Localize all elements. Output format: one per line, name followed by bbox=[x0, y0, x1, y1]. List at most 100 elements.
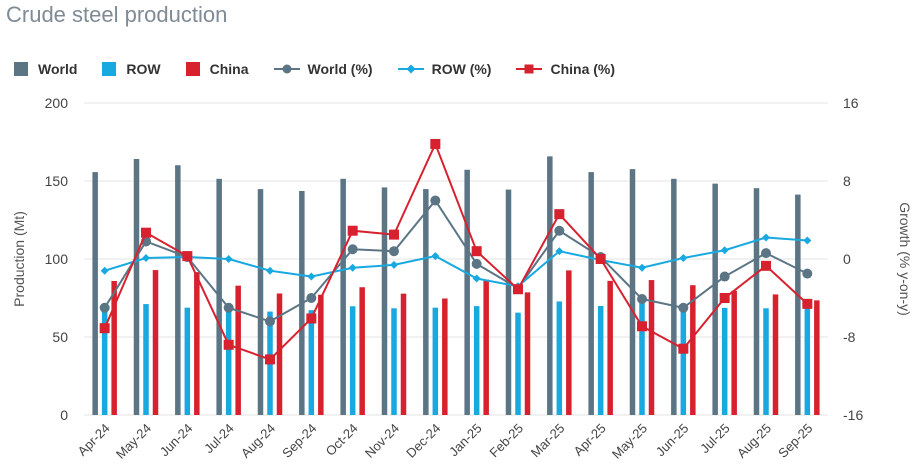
bar-world bbox=[753, 188, 760, 415]
point-china bbox=[637, 321, 647, 332]
x-tick-label: Nov-24 bbox=[362, 421, 402, 461]
x-tick-label: Aug-25 bbox=[734, 421, 774, 461]
point-china bbox=[554, 209, 565, 220]
chart-title: Crude steel production bbox=[6, 2, 228, 27]
x-tick-label: May-24 bbox=[113, 421, 154, 462]
y2-tick-label: -16 bbox=[843, 407, 863, 423]
point-world bbox=[99, 302, 110, 313]
y2-axis-title: Growth (% y-on-y) bbox=[897, 202, 913, 316]
bar-china bbox=[483, 279, 489, 415]
bar-world bbox=[671, 178, 677, 415]
point-china bbox=[265, 354, 275, 365]
chart-legend: World ROW China World (%) ROW (%) China … bbox=[14, 58, 640, 80]
point-china bbox=[99, 323, 110, 334]
bar-china bbox=[152, 270, 159, 415]
legend-swatch-row bbox=[102, 62, 117, 76]
y-axis-title: Production (Mt) bbox=[11, 211, 27, 307]
bar-row bbox=[391, 308, 397, 415]
legend-swatch-china-pct bbox=[516, 64, 543, 74]
point-world bbox=[223, 302, 234, 313]
x-tick-label: Feb-25 bbox=[486, 421, 526, 461]
legend-item-row[interactable]: ROW bbox=[102, 61, 161, 77]
point-world bbox=[554, 225, 565, 236]
legend-item-world-pct[interactable]: World (%) bbox=[273, 61, 373, 77]
bar-row bbox=[143, 304, 149, 415]
point-world bbox=[430, 195, 441, 206]
x-tick-label: Oct-24 bbox=[323, 421, 361, 459]
y-tick-label: 100 bbox=[45, 251, 69, 267]
bar-row bbox=[184, 307, 191, 415]
bar-china bbox=[318, 294, 324, 415]
bar-row bbox=[804, 306, 811, 415]
bar-china bbox=[524, 292, 531, 415]
point-row bbox=[555, 247, 564, 256]
legend-label-row: ROW bbox=[126, 61, 161, 77]
bar-china bbox=[276, 293, 283, 415]
point-row bbox=[307, 272, 316, 281]
bar-world bbox=[712, 183, 718, 415]
point-row bbox=[720, 246, 729, 255]
bar-china bbox=[566, 270, 572, 415]
point-china bbox=[595, 254, 606, 264]
bar-row bbox=[432, 307, 439, 415]
point-row bbox=[390, 260, 398, 269]
legend-item-world[interactable]: World bbox=[14, 61, 77, 77]
point-world bbox=[347, 244, 358, 255]
point-world bbox=[389, 246, 399, 257]
bar-china bbox=[648, 280, 655, 415]
bar-china bbox=[731, 290, 737, 415]
point-row bbox=[431, 252, 440, 261]
bar-china bbox=[400, 293, 407, 415]
line-china bbox=[103, 141, 809, 361]
x-tick-label: Jul-25 bbox=[697, 421, 733, 457]
point-china bbox=[306, 313, 317, 324]
legend-swatch-china bbox=[185, 62, 200, 76]
bar-world bbox=[257, 189, 264, 415]
point-row bbox=[803, 236, 812, 245]
point-row bbox=[142, 254, 150, 263]
legend-label-china-pct: China (%) bbox=[550, 61, 616, 77]
bar-china bbox=[111, 280, 117, 415]
point-row bbox=[679, 254, 688, 263]
point-china bbox=[471, 246, 482, 257]
bar-china bbox=[359, 287, 365, 415]
x-tick-label: Apr-24 bbox=[75, 421, 113, 459]
legend-swatch-row-pct bbox=[397, 64, 424, 74]
point-world bbox=[471, 258, 482, 269]
line-row bbox=[104, 236, 808, 288]
point-china bbox=[347, 225, 358, 236]
point-china bbox=[223, 339, 234, 350]
bar-china bbox=[772, 294, 779, 415]
point-world bbox=[802, 268, 813, 279]
point-china bbox=[678, 343, 689, 354]
legend-swatch-world bbox=[14, 62, 28, 76]
bar-china bbox=[442, 298, 448, 415]
line-world bbox=[103, 198, 808, 323]
legend-item-row-pct[interactable]: ROW (%) bbox=[397, 61, 492, 77]
y2-tick-label: 0 bbox=[843, 251, 851, 267]
point-row bbox=[100, 266, 109, 275]
point-row bbox=[266, 266, 274, 275]
x-tick-label: Aug-24 bbox=[238, 421, 278, 461]
point-china bbox=[389, 229, 399, 240]
bar-row bbox=[721, 307, 728, 415]
legend-label-world: World bbox=[38, 61, 78, 77]
legend-item-china[interactable]: China bbox=[185, 61, 249, 77]
point-row bbox=[762, 233, 770, 242]
y2-tick-label: 8 bbox=[843, 173, 851, 189]
x-tick-label: Dec-24 bbox=[403, 421, 443, 461]
bar-china bbox=[814, 300, 820, 415]
legend-label-world-pct: World (%) bbox=[307, 61, 373, 77]
legend-item-china-pct[interactable]: China (%) bbox=[516, 61, 615, 77]
legend-label-row-pct: ROW (%) bbox=[431, 61, 492, 77]
bar-china bbox=[690, 285, 696, 415]
bar-row bbox=[101, 306, 108, 415]
y2-tick-label: 16 bbox=[843, 95, 859, 111]
bar-world bbox=[464, 169, 470, 415]
bar-row bbox=[349, 306, 356, 415]
bar-row bbox=[639, 302, 645, 415]
y-tick-label: 50 bbox=[52, 329, 68, 345]
point-world bbox=[265, 316, 275, 327]
y-tick-label: 200 bbox=[45, 95, 69, 111]
